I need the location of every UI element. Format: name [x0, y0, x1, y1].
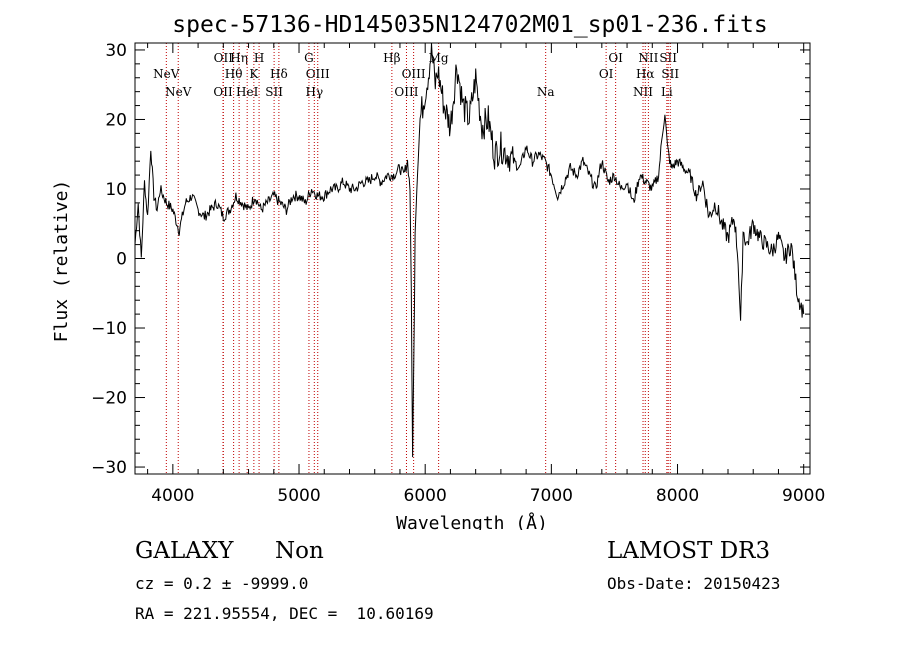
- emission-line-markers: NeVNeVOIIOIIHθHηHeIKHSIIHδGOIIIHγHβOIIIO…: [153, 43, 679, 474]
- line-marker-label: Hδ: [270, 67, 288, 81]
- obs-date: Obs-Date: 20150423: [607, 574, 781, 593]
- line-marker-label: Hγ: [305, 85, 323, 99]
- object-class: GALAXY: [135, 538, 234, 564]
- line-marker-label: NII: [638, 51, 658, 65]
- coordinates-readout: RA = 221.95554, DEC = 10.60169: [135, 604, 434, 623]
- spectrum-line: [134, 42, 805, 458]
- line-marker-label: OIII: [306, 67, 330, 81]
- line-marker-label: SII: [659, 51, 677, 65]
- line-marker-label: Hβ: [383, 51, 400, 65]
- line-marker-label: NeV: [153, 67, 180, 81]
- line-marker-label: Hη: [230, 51, 248, 65]
- y-tick-label: 30: [105, 41, 127, 61]
- y-tick-label: 0: [116, 250, 127, 270]
- x-tick-label: 7000: [530, 486, 573, 506]
- y-axis-label: Flux (relative): [51, 180, 72, 343]
- x-tick-label: 9000: [782, 486, 825, 506]
- line-marker-label: Na: [537, 85, 555, 99]
- line-marker-label: OI: [599, 67, 614, 81]
- line-marker-label: H: [254, 51, 264, 65]
- y-tick-label: −10: [91, 319, 127, 339]
- line-marker-label: Hα: [636, 67, 655, 81]
- line-marker-label: SII: [661, 67, 679, 81]
- x-tick-label: 8000: [656, 486, 699, 506]
- line-marker-label: OIII: [394, 85, 418, 99]
- line-marker-label: G: [304, 51, 314, 65]
- object-subclass: Non: [275, 538, 324, 564]
- line-marker-label: Li: [661, 85, 673, 99]
- y-tick-label: 20: [105, 110, 127, 130]
- survey-label: LAMOST DR3: [607, 538, 771, 564]
- plot-frame: [134, 42, 811, 475]
- x-tick-label: 6000: [404, 486, 447, 506]
- line-marker-label: NeV: [165, 85, 192, 99]
- line-marker-label: K: [249, 67, 259, 81]
- line-marker-label: HeI: [236, 85, 259, 99]
- line-marker-label: Hθ: [225, 67, 243, 81]
- x-axis-label: Wavelength (Å): [396, 512, 548, 530]
- y-tick-label: 10: [105, 180, 127, 200]
- spectrum-chart: spec-57136-HD145035N124702M01_sp01-236.f…: [51, 12, 825, 530]
- y-tick-label: −20: [91, 389, 127, 409]
- axis-ticks: 4000 5000 6000 7000 8000 9000 30 20 10 0 −10 −20 −30: [91, 41, 825, 506]
- chart-title: spec-57136-HD145035N124702M01_sp01-236.f…: [172, 12, 767, 38]
- line-marker-label: SII: [265, 85, 283, 99]
- y-tick-label: −30: [91, 458, 127, 478]
- x-tick-label: 5000: [277, 486, 320, 506]
- x-tick-label: 4000: [151, 486, 194, 506]
- line-marker-label: OIII: [402, 67, 426, 81]
- line-marker-label: NII: [633, 85, 653, 99]
- line-marker-label: OII: [214, 51, 234, 65]
- line-marker-label: OI: [608, 51, 623, 65]
- redshift-readout: cz = 0.2 ± -9999.0: [135, 574, 309, 593]
